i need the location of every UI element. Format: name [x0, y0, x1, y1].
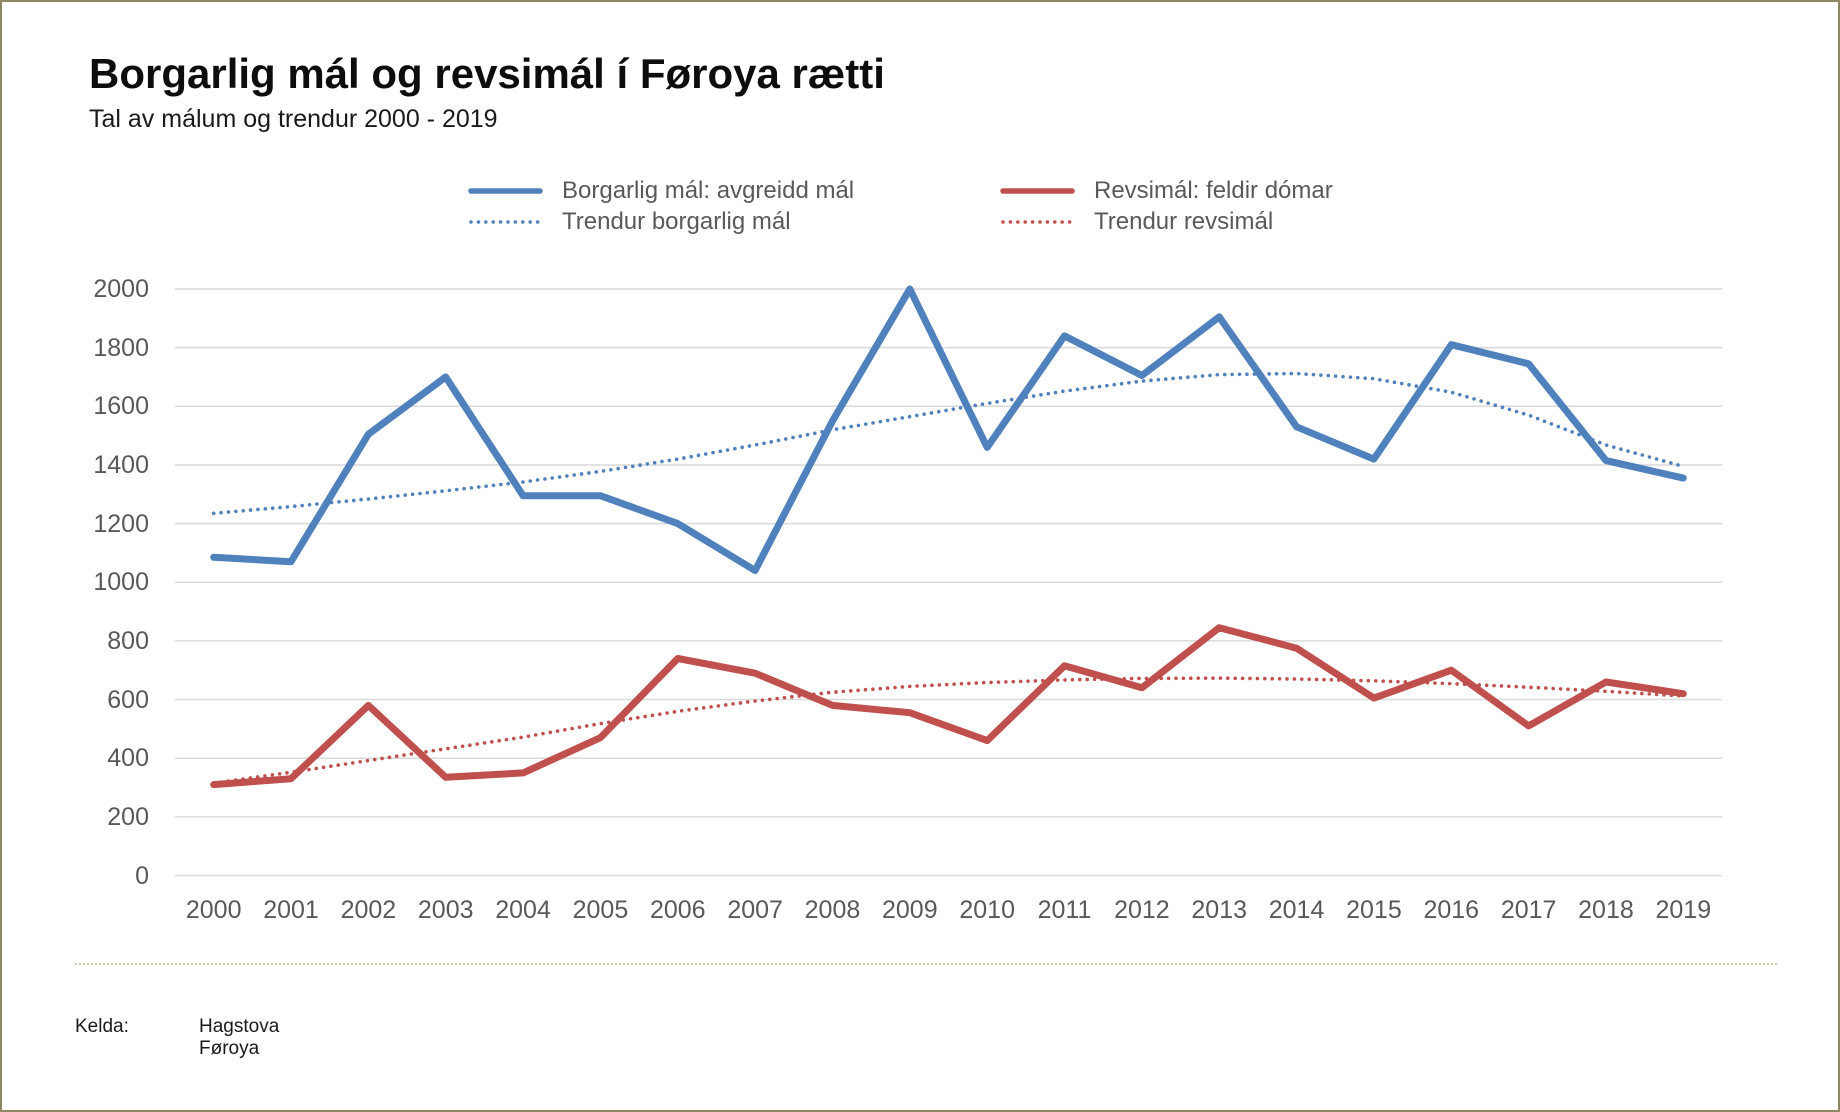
legend-label: Trendur revsimál	[1094, 208, 1274, 235]
y-tick-label: 600	[107, 685, 149, 714]
solid-line-icon	[1000, 188, 1075, 194]
chart-title: Borgarlig mál og revsimál í Føroya rætti	[89, 50, 885, 97]
x-tick-label: 2009	[882, 896, 938, 924]
legend-item-revsimal: Revsimál: feldir dómar	[1000, 177, 1333, 204]
x-tick-label: 2004	[495, 896, 551, 924]
x-tick-label: 2016	[1423, 896, 1480, 924]
footer-separator-line	[75, 963, 1777, 965]
series-line-revsimal	[210, 624, 1687, 789]
legend-label: Revsimál: feldir dómar	[1094, 177, 1333, 204]
x-tick-label: 2008	[804, 896, 861, 924]
dotted-line-icon	[469, 220, 542, 224]
x-tick-label: 2015	[1346, 896, 1402, 924]
chart-subtitle: Tal av málum og trendur 2000 - 2019	[89, 105, 498, 133]
x-tick-label: 2010	[959, 896, 1015, 924]
y-tick-label: 1800	[93, 333, 149, 362]
y-tick-label: 400	[107, 744, 149, 773]
legend-item-borgarlig: Borgarlig mál: avgreidd mál	[468, 177, 855, 204]
x-tick-label: 2013	[1191, 896, 1248, 924]
legend-item-trend_borgarlig: Trendur borgarlig mál	[468, 208, 791, 235]
dotted-line-icon	[1001, 220, 1074, 224]
source-value: Hagstova Føroya	[199, 1016, 280, 1059]
x-tick-label: 2001	[263, 896, 319, 924]
source-label: Kelda:	[75, 1016, 129, 1037]
solid-line-icon	[468, 188, 543, 194]
y-tick-label: 200	[107, 802, 149, 831]
x-tick-label: 2005	[572, 896, 629, 924]
x-tick-label: 2003	[417, 896, 474, 924]
x-tick-label: 2014	[1268, 896, 1325, 924]
legend-item-trend_revsimal: Trendur revsimál	[1000, 208, 1274, 235]
y-tick-label: 2000	[93, 275, 149, 303]
x-tick-label: 2011	[1037, 896, 1092, 924]
y-tick-label: 1200	[93, 509, 149, 538]
y-tick-label: 800	[107, 626, 149, 655]
x-tick-label: 2017	[1500, 896, 1557, 924]
series-line-trend-borgarlig	[211, 371, 1686, 516]
gridlines	[175, 288, 1722, 877]
legend-label: Borgarlig mál: avgreidd mál	[562, 177, 855, 204]
y-tick-label: 1000	[93, 568, 149, 597]
series-line-borgarlig	[210, 285, 1687, 574]
x-tick-label: 2006	[649, 896, 706, 924]
y-tick-label: 1600	[93, 392, 149, 421]
x-tick-label: 2019	[1655, 896, 1712, 924]
x-tick-label: 2012	[1114, 896, 1170, 924]
x-tick-label: 2000	[185, 896, 242, 924]
series-lines	[210, 285, 1687, 789]
x-tick-label: 2007	[727, 896, 783, 924]
series-line-trend-revsimal	[211, 676, 1686, 785]
y-tick-label: 0	[135, 861, 149, 890]
y-tick-label: 1400	[93, 450, 149, 479]
x-tick-label: 2018	[1578, 896, 1634, 924]
x-tick-label: 2002	[340, 896, 397, 924]
legend-label: Trendur borgarlig mál	[562, 208, 791, 235]
